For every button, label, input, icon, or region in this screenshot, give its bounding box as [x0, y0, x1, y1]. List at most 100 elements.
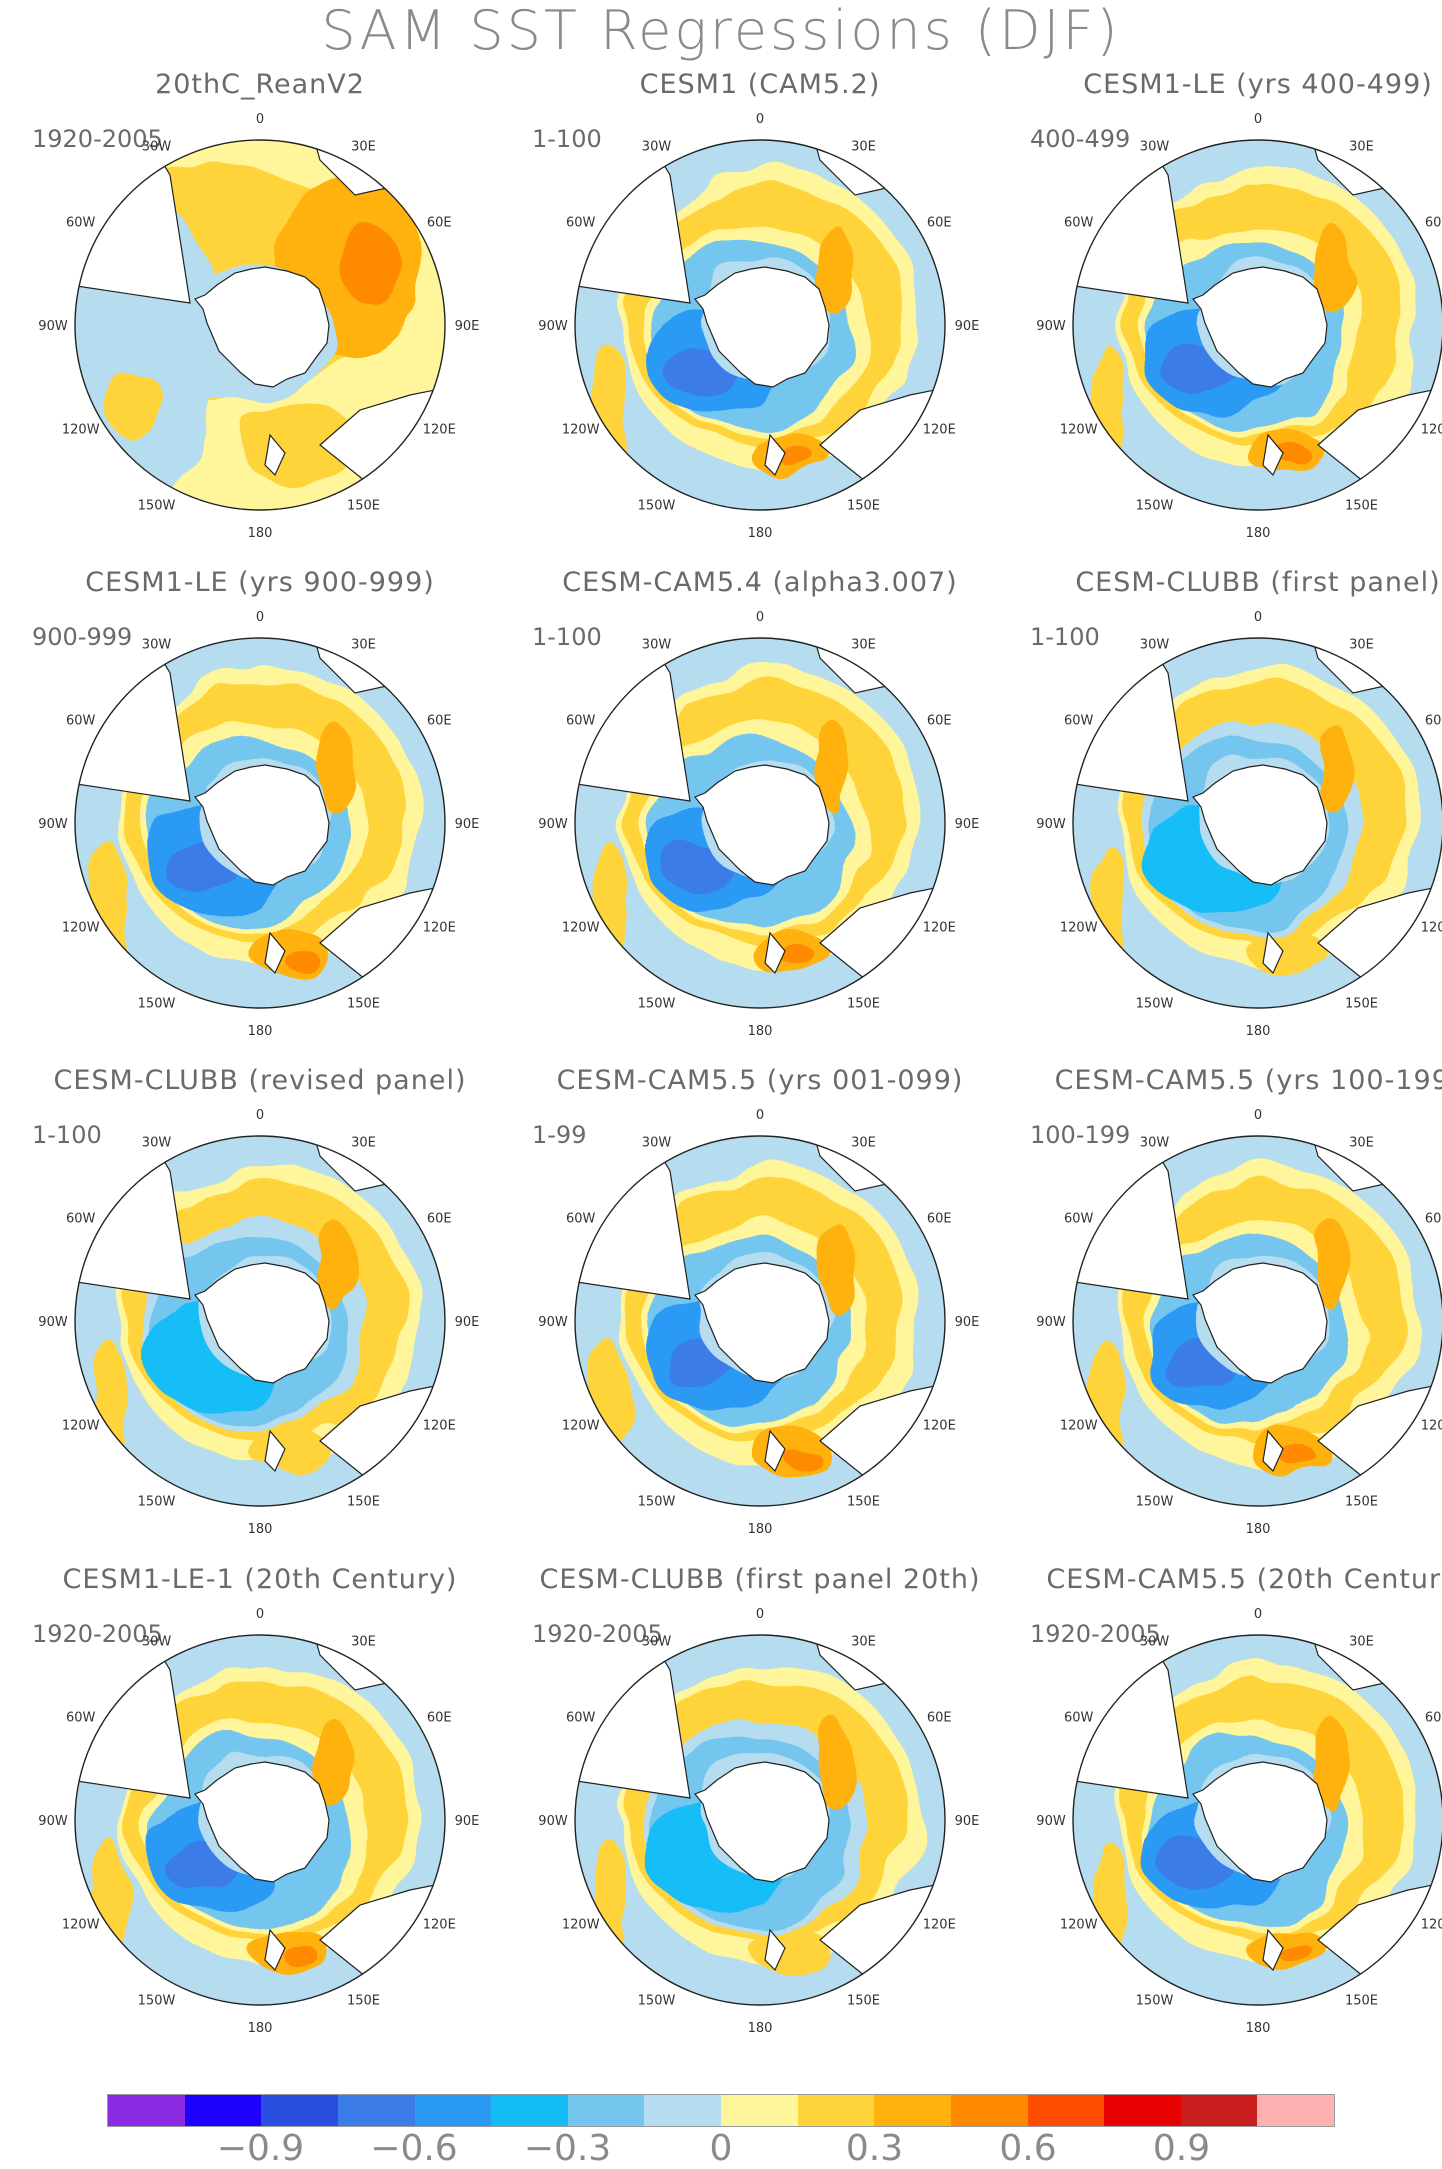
- longitude-label: 120W: [562, 1419, 600, 1434]
- longitude-label: 180: [248, 2021, 273, 2036]
- longitude-label: 180: [748, 2021, 773, 2036]
- longitude-label: 180: [748, 1522, 773, 1537]
- longitude-label: 120E: [923, 1419, 956, 1434]
- longitude-label: 180: [748, 526, 773, 541]
- longitude-label: 30E: [1349, 140, 1374, 155]
- longitude-label: 180: [1246, 2021, 1271, 2036]
- map-panel: 20thC_ReanV2 1920-2005 0 30E 60E 90E 120E 150E 1…: [32, 69, 479, 541]
- longitude-label: 30E: [851, 140, 876, 155]
- panel-title: CESM-CLUBB (first panel 20th): [540, 1564, 981, 1595]
- longitude-label: 60W: [1064, 714, 1094, 729]
- longitude-label: 150W: [1136, 1993, 1174, 2008]
- longitude-label: 120W: [1060, 423, 1098, 438]
- longitude-label: 0: [256, 610, 264, 625]
- longitude-label: 30W: [1140, 1136, 1170, 1151]
- longitude-label: 30W: [1140, 1635, 1170, 1650]
- longitude-label: 30W: [142, 1136, 172, 1151]
- longitude-label: 30W: [1140, 638, 1170, 653]
- longitude-label: 150W: [638, 1494, 676, 1509]
- longitude-label: 90E: [955, 817, 980, 832]
- longitude-label: 150E: [847, 498, 880, 513]
- panel-years: 1-100: [532, 623, 602, 651]
- longitude-label: 60W: [1064, 216, 1094, 231]
- longitude-label: 90E: [455, 1315, 480, 1330]
- longitude-label: 0: [756, 610, 764, 625]
- longitude-label: 120W: [562, 423, 600, 438]
- longitude-label: 150E: [347, 498, 380, 513]
- longitude-label: 60E: [927, 216, 952, 231]
- longitude-label: 30W: [642, 638, 672, 653]
- colorbar-ticks: −0.9 −0.6 −0.3 0 0.3 0.6 0.9: [107, 2130, 1335, 2168]
- colorbar-box: [567, 2095, 645, 2126]
- longitude-label: 90E: [955, 1315, 980, 1330]
- colorbar-box: [491, 2095, 568, 2126]
- panel-years: 1920-2005: [32, 125, 163, 153]
- longitude-label: 180: [748, 1024, 773, 1039]
- longitude-label: 150E: [1345, 1993, 1378, 2008]
- colorbar-box: [1180, 2095, 1258, 2126]
- map-panel: CESM1-LE (yrs 400-499)400-499030E60E90E1…: [1030, 69, 1442, 541]
- longitude-label: 150E: [1345, 996, 1378, 1011]
- longitude-label: 120W: [562, 921, 600, 936]
- longitude-label: 150E: [847, 996, 880, 1011]
- longitude-label: 90W: [1036, 1315, 1066, 1330]
- panel-years: 1920-2005: [532, 1620, 663, 1648]
- colorbar-tick-label: 0.3: [845, 2128, 904, 2169]
- longitude-label: 120E: [423, 423, 456, 438]
- longitude-label: 60W: [566, 1212, 596, 1227]
- longitude-label: 90W: [1036, 1814, 1066, 1829]
- panel-title: 20thC_ReanV2: [155, 69, 365, 100]
- longitude-label: 90E: [955, 1814, 980, 1829]
- panel-title: CESM1-LE-1 (20th Century): [63, 1564, 458, 1595]
- map-panel: CESM-CLUBB (first panel 20th) 1920-2005 0 3…: [532, 1564, 981, 2036]
- longitude-label: 60E: [427, 216, 452, 231]
- longitude-label: 120E: [923, 921, 956, 936]
- map-panel: CESM-CAM5.5 (yrs 100-199) 100-199 0 30E 60E 9…: [1030, 1065, 1442, 1537]
- longitude-label: 90W: [38, 1814, 68, 1829]
- longitude-label: 60W: [1064, 1711, 1094, 1726]
- longitude-label: 90E: [455, 1814, 480, 1829]
- longitude-label: 150E: [847, 1494, 880, 1509]
- panel-years: 1-100: [1030, 623, 1100, 651]
- longitude-label: 120E: [1421, 423, 1442, 438]
- panel-years: 900-999: [32, 623, 132, 651]
- longitude-label: 30E: [1349, 638, 1374, 653]
- longitude-label: 90W: [1036, 319, 1066, 334]
- longitude-label: 30W: [642, 1136, 672, 1151]
- panel-title: CESM-CAM5.5 (20th Century): [1046, 1564, 1442, 1595]
- panel-years: 1-100: [32, 1121, 102, 1149]
- longitude-label: 180: [1246, 1024, 1271, 1039]
- colorbar-box: [414, 2095, 492, 2126]
- longitude-label: 90W: [538, 1814, 568, 1829]
- map-panel: CESM1-LE (yrs 900-999) 900-999 0 30E 60E 90E 1…: [32, 567, 479, 1039]
- longitude-label: 90E: [955, 319, 980, 334]
- longitude-label: 150W: [1136, 1494, 1174, 1509]
- panel-years: 1920-2005: [32, 1620, 163, 1648]
- longitude-label: 30E: [351, 638, 376, 653]
- colorbar: [107, 2094, 1335, 2127]
- longitude-label: 120E: [423, 1918, 456, 1933]
- longitude-label: 180: [1246, 1522, 1271, 1537]
- longitude-label: 60E: [1425, 1711, 1442, 1726]
- colorbar-box: [337, 2095, 415, 2126]
- colorbar-box: [721, 2095, 798, 2126]
- longitude-label: 90W: [38, 319, 68, 334]
- colorbar-tick-label: −0.6: [370, 2128, 458, 2169]
- longitude-label: 60E: [1425, 714, 1442, 729]
- panel-title: CESM1-LE (yrs 400-499): [1083, 69, 1433, 100]
- panel-title: CESM-CLUBB (revised panel): [53, 1065, 466, 1096]
- longitude-label: 30E: [851, 638, 876, 653]
- longitude-label: 60E: [427, 714, 452, 729]
- longitude-label: 150E: [347, 1993, 380, 2008]
- longitude-label: 120E: [1421, 921, 1442, 936]
- colorbar-tick-label: −0.9: [216, 2128, 305, 2169]
- map-panel: CESM1 (CAM5.2) 1-100 0 30E 60E 90E 120E 150E 180…: [532, 69, 979, 541]
- longitude-label: 60E: [427, 1711, 452, 1726]
- longitude-label: 30W: [142, 140, 172, 155]
- map-panel: CESM-CAM5.5 (yrs 001-099) 1-99 0 30E 60E 90E 1…: [532, 1065, 979, 1537]
- longitude-label: 120E: [923, 1918, 956, 1933]
- longitude-label: 120E: [1421, 1419, 1442, 1434]
- colorbar-box: [1027, 2095, 1105, 2126]
- longitude-label: 180: [1246, 526, 1271, 541]
- panel-title: CESM1-LE (yrs 900-999): [85, 567, 435, 598]
